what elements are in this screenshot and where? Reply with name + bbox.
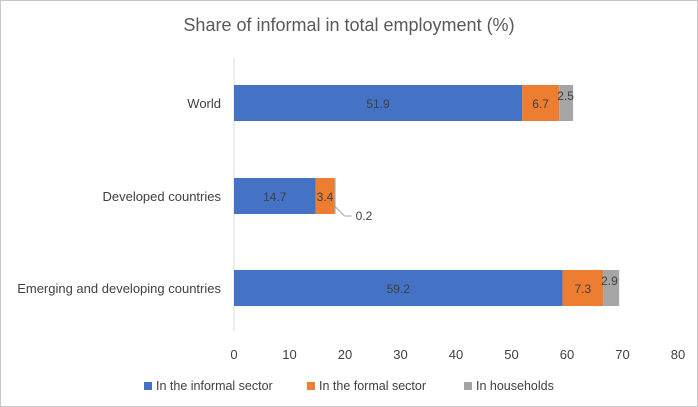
x-tick-label: 50 xyxy=(504,347,518,362)
category-label: World xyxy=(187,96,221,111)
data-label: 59.2 xyxy=(387,282,411,296)
bar-segment xyxy=(562,270,604,306)
legend-item: In the informal sector xyxy=(144,379,273,393)
legend-item: In households xyxy=(464,379,554,393)
data-label: 14.7 xyxy=(263,190,287,204)
bar-segment xyxy=(522,85,560,121)
category-label: Emerging and developing countries xyxy=(17,281,221,296)
x-tick-label: 10 xyxy=(282,347,296,362)
x-tick-label: 80 xyxy=(671,347,685,362)
legend-item: In the formal sector xyxy=(307,379,426,393)
bar-segment xyxy=(603,270,620,306)
bar-segment xyxy=(234,270,563,306)
data-label: 2.9 xyxy=(601,274,618,288)
legend-swatch xyxy=(307,382,315,390)
legend-label: In the informal sector xyxy=(156,379,273,393)
data-label: 7.3 xyxy=(574,282,591,296)
legend-swatch xyxy=(464,382,472,390)
x-tick-label: 40 xyxy=(449,347,463,362)
x-tick-label: 0 xyxy=(230,347,237,362)
plot-area: World Developed countries Emerging and dev… xyxy=(17,58,685,362)
data-label: 6.7 xyxy=(532,97,549,111)
x-tick-label: 30 xyxy=(393,347,407,362)
chart-title: Share of informal in total employment (%… xyxy=(183,15,514,35)
category-label: Developed countries xyxy=(102,189,221,204)
x-tick-label: 20 xyxy=(338,347,352,362)
x-tick-label: 70 xyxy=(615,347,629,362)
legend-label: In the formal sector xyxy=(319,379,426,393)
bar-segment xyxy=(559,85,574,121)
data-label: 51.9 xyxy=(366,97,390,111)
leader-line xyxy=(334,205,352,217)
legend-swatch xyxy=(144,382,152,390)
bar-segment xyxy=(334,178,336,214)
data-label: 3.4 xyxy=(317,190,334,204)
bar-segment xyxy=(234,85,523,121)
data-label: 2.5 xyxy=(557,89,574,103)
legend-label: In households xyxy=(476,379,554,393)
bar-segment xyxy=(315,178,335,214)
legend: In the informal sector In the formal sect… xyxy=(144,379,554,393)
x-tick-label: 60 xyxy=(560,347,574,362)
data-label: 0.2 xyxy=(356,209,373,223)
bar-segment xyxy=(234,178,316,214)
